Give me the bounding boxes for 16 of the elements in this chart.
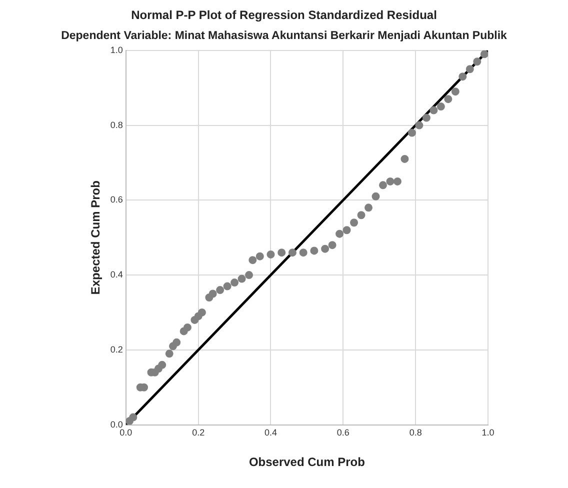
x-tick-label: 0.0 bbox=[120, 428, 132, 438]
x-tick-label: 0.8 bbox=[409, 428, 422, 438]
y-axis-title: Expected Cum Prob bbox=[88, 180, 103, 295]
x-tick-label: 0.6 bbox=[336, 428, 350, 438]
x-tick-label: 0.4 bbox=[264, 428, 278, 438]
x-tick-label: 0.2 bbox=[192, 428, 205, 438]
chart-subtitle: Dependent Variable: Minat Mahasiswa Akuntansi Berkarir Menjadi Akuntan Publik bbox=[60, 30, 508, 42]
y-tick-label: 1.0 bbox=[110, 44, 123, 55]
chart-title: Normal P-P Plot of Regression Standardized Residual bbox=[130, 8, 438, 22]
x-tick-label: 1.0 bbox=[482, 428, 494, 438]
y-tick-label: 0.2 bbox=[110, 344, 123, 354]
y-tick-label: 0.6 bbox=[110, 194, 123, 205]
x-axis-title: Observed Cum Prob bbox=[248, 455, 365, 470]
y-tick-label: 0.4 bbox=[110, 270, 123, 280]
y-tick-label: 0.8 bbox=[110, 120, 123, 130]
y-tick-label: 0.0 bbox=[110, 419, 123, 430]
